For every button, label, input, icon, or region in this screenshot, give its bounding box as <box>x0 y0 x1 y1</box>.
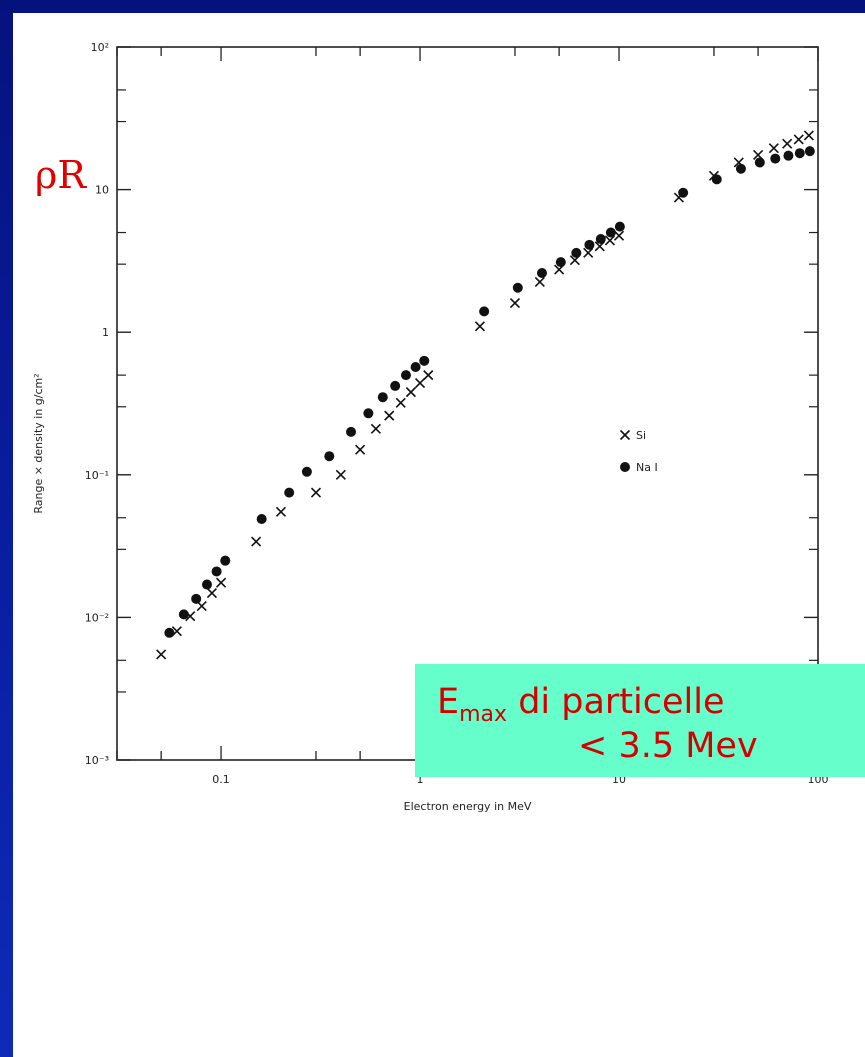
nai-point <box>220 555 231 566</box>
nai-point <box>363 408 374 419</box>
legend-nai-marker <box>620 462 630 472</box>
nai-point <box>419 355 430 366</box>
nai-point <box>284 487 295 498</box>
callout-e: E <box>437 682 460 722</box>
nai-point <box>711 174 722 185</box>
nai-point <box>571 247 582 258</box>
y-tick-label: 10⁻² <box>85 611 109 624</box>
callout-subscript: max <box>459 702 508 727</box>
si-point <box>355 444 366 455</box>
nai-point <box>783 150 794 161</box>
si-point <box>384 410 395 421</box>
si-point <box>803 130 814 141</box>
legend-si-marker <box>619 429 631 441</box>
y-tick-label: 10⁻³ <box>85 754 109 767</box>
nai-point <box>555 257 566 268</box>
nai-point <box>584 239 595 250</box>
nai-point <box>794 148 805 159</box>
legend: Si Na I <box>619 429 658 474</box>
si-point <box>215 577 227 588</box>
si-point <box>196 601 207 612</box>
nai-point <box>211 566 222 577</box>
nai-point <box>178 609 189 620</box>
si-point <box>275 506 287 517</box>
nai-point <box>377 392 388 403</box>
nai-point <box>678 187 689 198</box>
y-axis-label: Range × density in g/cm² <box>32 373 45 513</box>
si-point <box>206 588 218 599</box>
plot-frame <box>116 46 819 761</box>
x-tick-label: 0.1 <box>212 773 230 786</box>
si-point <box>414 377 426 389</box>
nai-point <box>595 234 606 245</box>
si-point <box>156 649 167 660</box>
si-point <box>583 247 594 258</box>
si-point <box>405 387 416 398</box>
x-tick-label: 1 <box>417 773 424 786</box>
legend-nai-label: Na I <box>636 461 658 474</box>
nai-point <box>301 466 312 477</box>
si-point <box>768 143 779 154</box>
si-point <box>613 230 625 241</box>
y-tick-label: 10² <box>91 41 109 54</box>
nai-point <box>735 163 746 174</box>
y-tick-label: 10 <box>95 184 109 197</box>
nai-point <box>390 380 401 391</box>
nai-point <box>614 221 625 232</box>
nai-point <box>512 282 523 293</box>
x-axis-label: Electron energy in MeV <box>404 800 532 813</box>
nai-point <box>479 306 490 317</box>
nai-point <box>536 268 547 279</box>
nai-point <box>202 579 213 590</box>
callout-rest: di particelle <box>507 682 725 722</box>
nai-point <box>804 146 815 157</box>
si-point <box>534 276 545 288</box>
rho-r-annotation: ρR <box>35 153 86 197</box>
callout-line-2: < 3.5 Mev <box>578 726 758 766</box>
nai-point <box>754 157 765 168</box>
nai-point <box>605 227 616 238</box>
callout-line-1: Emax di particelle <box>437 682 725 727</box>
nai-point <box>400 370 411 381</box>
emax-callout: Emax di particelle < 3.5 Mev <box>415 664 865 777</box>
y-tick-label: 1 <box>102 326 109 339</box>
si-point <box>604 235 615 246</box>
si-point <box>251 536 262 547</box>
nai-point <box>191 593 202 604</box>
si-point <box>793 134 804 145</box>
legend-si-label: Si <box>636 429 646 442</box>
si-point <box>370 423 381 434</box>
slide: 10⁻³ 10⁻² 10⁻¹ 1 10 10² 0.1 1 10 100 Electron ener… <box>13 13 865 1057</box>
si-point <box>335 469 346 480</box>
nai-point <box>346 426 357 437</box>
si-point <box>782 138 793 149</box>
nai-point <box>324 451 335 462</box>
si-point <box>310 487 322 498</box>
nai-point <box>164 627 175 638</box>
si-point <box>509 298 521 309</box>
y-tick-label: 10⁻¹ <box>85 469 109 482</box>
si-point <box>395 397 406 408</box>
data-points <box>156 130 815 660</box>
si-point <box>423 370 434 381</box>
si-point <box>474 321 485 332</box>
nai-point <box>256 513 267 524</box>
nai-point <box>410 362 421 373</box>
nai-point <box>770 153 781 164</box>
